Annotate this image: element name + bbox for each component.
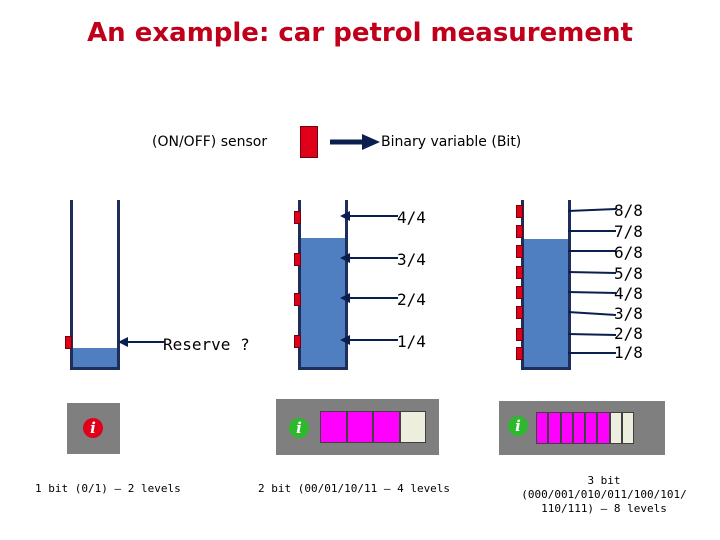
caption-3bit: 3 bit (000/001/010/011/100/101/ 110/111)… [505,474,703,516]
reserve-label: Reserve ? [163,335,250,354]
segment-on [548,412,561,444]
display-panel-3: i [499,401,665,455]
level-label-2-4: 2/4 [397,290,426,309]
arrow-right-icon [330,134,380,150]
sensor-6-8 [516,245,523,258]
page-title: An example: car petrol measurement [87,18,633,48]
segment-on [346,411,373,443]
sensor-2-4 [294,293,301,306]
caption-3bit-line3: 110/111) – 8 levels [541,502,667,515]
sensor-8-8 [516,205,523,218]
segment-on [373,411,400,443]
binary-variable-legend-label: Binary variable (Bit) [381,134,522,150]
segment-off [621,412,634,444]
segment-display-3 [536,412,634,444]
level-label-4-4: 4/4 [397,208,426,227]
level-label-2-8: 2/8 [614,324,643,343]
sensor-legend-label: (ON/OFF) sensor [152,134,268,150]
caption-1bit: 1 bit (0/1) – 2 levels [35,482,181,495]
segment-off [399,411,426,443]
segment-on [585,412,598,444]
level-label-8-8: 8/8 [614,201,643,220]
sensor-2-8 [516,328,523,341]
sensor-7-8 [516,225,523,238]
info-icon: i [83,418,103,438]
fuel-level-2 [301,238,345,367]
tank-2 [298,200,348,370]
level-label-3-4: 3/4 [397,250,426,269]
caption-2bit: 2 bit (00/01/10/11 – 4 levels [258,482,451,495]
sensor-4-8 [516,286,523,299]
sensor-reserve [65,336,72,349]
display-panel-1: i [67,403,120,454]
level-label-7-8: 7/8 [614,222,643,241]
sensor-1-8 [516,347,523,360]
info-icon: i [508,416,528,436]
level-arrows-3 [567,208,617,354]
sensor-5-8 [516,266,523,279]
segment-display-2 [320,411,426,443]
segment-on [560,412,573,444]
level-label-1-8: 1/8 [614,343,643,362]
level-label-1-4: 1/4 [397,332,426,351]
tank-3 [521,200,571,370]
level-arrows-2 [340,211,398,345]
caption-3bit-line2: (000/001/010/011/100/101/ [521,488,687,501]
info-icon: i [289,418,309,438]
segment-on [597,412,610,444]
reserve-arrow-icon [118,337,164,347]
sensor-1-4 [294,335,301,348]
tank-1 [70,200,120,370]
fuel-level-1 [73,348,117,367]
level-label-3-8: 3/8 [614,304,643,323]
level-label-6-8: 6/8 [614,243,643,262]
segment-off [609,412,622,444]
level-label-5-8: 5/8 [614,264,643,283]
segment-on [536,412,549,444]
segment-on [320,411,347,443]
fuel-level-3 [524,239,568,367]
sensor-3-8 [516,306,523,319]
sensor-4-4 [294,211,301,224]
segment-on [572,412,585,444]
display-panel-2: i [276,399,439,455]
caption-3bit-line1: 3 bit [587,474,621,487]
level-label-4-8: 4/8 [614,284,643,303]
sensor-3-4 [294,253,301,266]
sensor-legend-swatch [300,126,318,158]
